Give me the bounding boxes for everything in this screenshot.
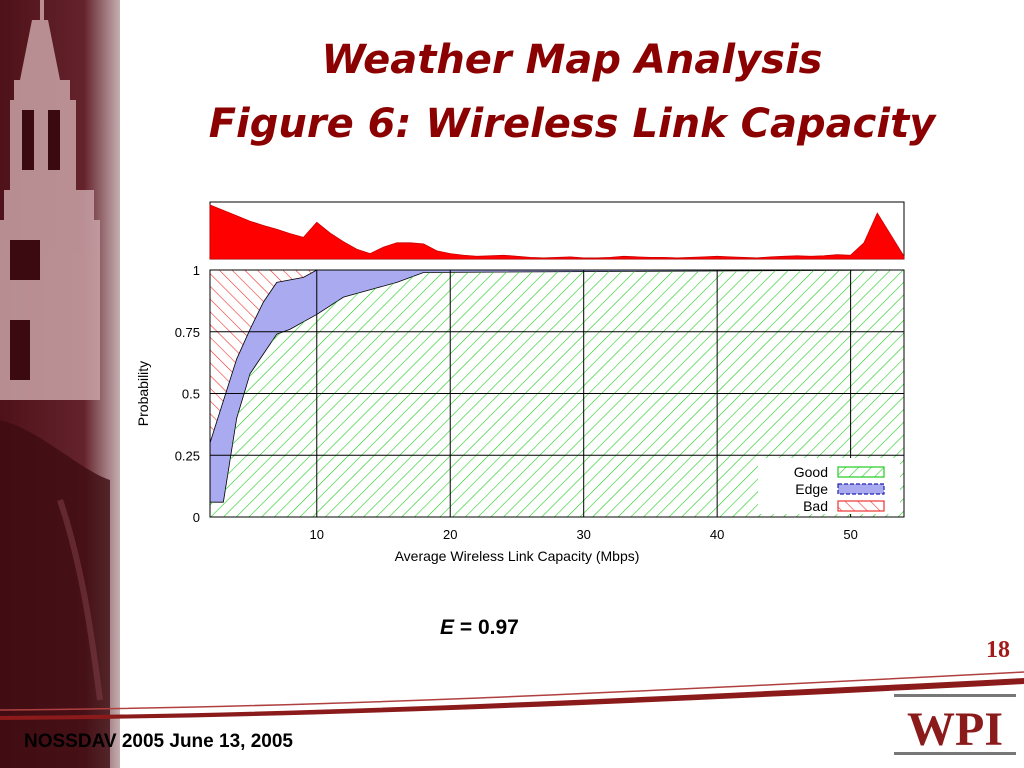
x-tick-label: 10 xyxy=(310,527,324,542)
y-tick-label: 0.5 xyxy=(182,387,200,402)
tower-photo xyxy=(0,0,120,768)
capacity-chart: 10 20 30 40 50 0 0.25 0.5 0.75 1 Average Wireless … xyxy=(135,201,905,564)
wpi-logo: WPI xyxy=(894,694,1016,756)
slide-title-line-1: Weather Map Analysis xyxy=(321,37,823,83)
x-tick-label: 30 xyxy=(576,527,590,542)
legend-swatch-good xyxy=(837,466,885,478)
plot-frame xyxy=(209,269,905,518)
y-tick-label: 1 xyxy=(193,263,200,278)
edge-region xyxy=(209,269,905,503)
legend-swatch-bad xyxy=(837,500,885,512)
footer-swoosh xyxy=(0,671,1024,720)
equation-text: E = 0.97 xyxy=(440,616,680,640)
legend-label-good: Good xyxy=(794,464,828,480)
equation-variable: E xyxy=(440,616,455,639)
x-tick-label: 40 xyxy=(710,527,724,542)
equation-value: = 0.97 xyxy=(454,616,519,639)
y-tick-label: 0 xyxy=(193,510,200,525)
slide-title-line-2: Figure 6: Wireless Link Capacity xyxy=(208,101,936,147)
page-number: 18 xyxy=(986,637,1010,663)
x-tick-label: 20 xyxy=(443,527,457,542)
x-axis-title: Average Wireless Link Capacity (Mbps) xyxy=(395,548,640,564)
x-tick-label: 50 xyxy=(843,527,857,542)
y-axis-title: Probability xyxy=(135,361,151,426)
y-tick-label: 0.25 xyxy=(175,448,200,463)
legend-label-edge: Edge xyxy=(795,481,828,497)
wpi-logo-text: WPI xyxy=(907,703,1003,756)
y-tick-label: 0.75 xyxy=(175,325,200,340)
legend-swatch-edge xyxy=(837,483,885,495)
histogram-area xyxy=(209,204,905,260)
footer-text: NOSSDAV 2005 June 13, 2005 xyxy=(24,731,293,752)
legend-label-bad: Bad xyxy=(803,498,828,514)
